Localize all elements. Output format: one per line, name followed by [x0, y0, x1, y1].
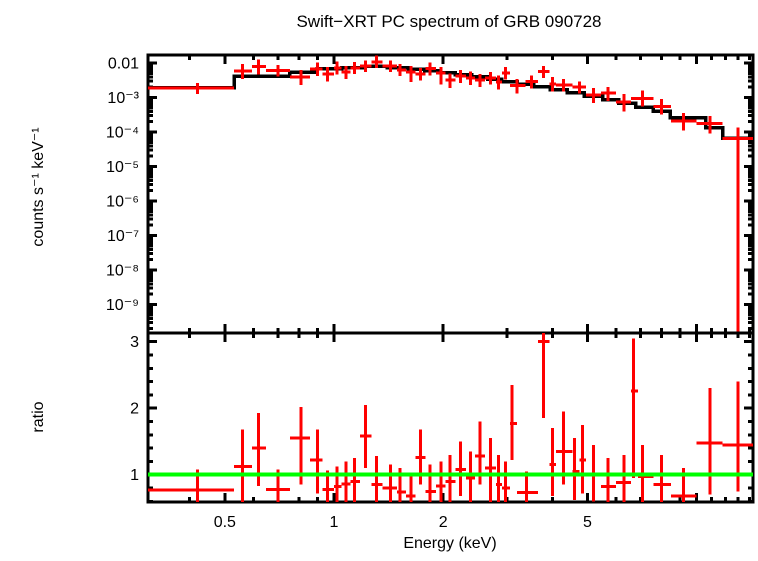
spectrum-data-point: [333, 61, 342, 75]
spectrum-data-point: [601, 87, 617, 101]
x-tick-label: 1: [330, 514, 339, 531]
panel-ratio-data: [148, 333, 753, 502]
ratio-data-point: [556, 411, 573, 485]
x-axis-label: Energy (keV): [403, 535, 496, 552]
spectrum-data-point: [148, 83, 235, 95]
ratio-data-point: [631, 338, 639, 479]
spectrum-data-point: [722, 127, 753, 333]
y-axis-label-ratio: ratio: [30, 401, 47, 432]
spectrum-data-point: [289, 70, 311, 86]
spectrum-data-point: [585, 87, 602, 103]
x-tick-label: 2: [439, 514, 448, 531]
spectrum-data-point: [525, 75, 538, 89]
y-tick-label: 1: [130, 467, 139, 484]
ratio-data-point: [455, 441, 466, 497]
ratio-data-point: [435, 461, 446, 502]
spectrum-data-point: [572, 81, 586, 94]
spectrum-data-point: [266, 64, 290, 77]
spectrum-data-point: [549, 77, 557, 92]
y-tick-label: 10⁻³: [107, 90, 139, 107]
spectrum-data-point: [234, 63, 252, 80]
spectrum-data-point: [631, 90, 654, 107]
spectrum-data-point: [371, 55, 383, 68]
y-tick-label: 0.01: [108, 56, 139, 73]
x-tick-label: 5: [583, 514, 592, 531]
spectrum-data-point: [653, 99, 672, 115]
spectrum-data-point: [671, 112, 697, 131]
ratio-data-point: [445, 454, 456, 502]
spectrum-data-point: [455, 69, 466, 84]
spectrum-data-point: [510, 78, 526, 94]
ratio-data-point: [234, 429, 252, 502]
spectrum-data-point: [502, 66, 511, 80]
ratio-data-point: [341, 461, 351, 502]
spectrum-data-point: [310, 62, 323, 77]
ratio-data-point: [579, 424, 586, 494]
y-tick-label: 2: [130, 401, 139, 418]
ratio-data-point: [322, 470, 334, 502]
x-tick-label: 0.5: [214, 514, 236, 531]
spectrum-data-point: [485, 71, 497, 85]
spectrum-data-point: [696, 116, 723, 134]
spectrum-data-point: [425, 62, 436, 76]
y-tick-label: 3: [130, 334, 139, 351]
spectrum-data-point: [616, 94, 632, 112]
y-tick-label: 10⁻⁴: [106, 125, 139, 142]
ratio-data-point: [350, 458, 361, 502]
ratio-data-point: [360, 404, 372, 469]
ratio-data-point: [616, 454, 632, 502]
ratio-data-point: [382, 464, 397, 502]
panel-spectrum-data: [148, 55, 753, 333]
ratio-data-point: [653, 454, 672, 502]
ratio-data-point: [406, 474, 416, 502]
y-tick-label: 10⁻⁵: [106, 159, 139, 176]
spectrum-data-point: [537, 65, 550, 78]
y-axis-label-counts: counts s⁻¹ keV⁻¹: [30, 127, 47, 246]
ratio-data-point: [425, 464, 436, 502]
spectrum-data-point: [445, 73, 456, 88]
spectrum-data-point: [465, 71, 476, 86]
panel-spectrum: [146, 53, 755, 335]
ratio-data-point: [549, 428, 557, 497]
ratio-data-point: [572, 438, 580, 501]
spectrum-data-point: [556, 79, 573, 92]
spectrum-data-point: [475, 74, 486, 88]
chart-title: Swift−XRT PC spectrum of GRB 090728: [296, 12, 601, 31]
ratio-data-point: [289, 406, 311, 485]
ratio-data-point: [465, 451, 476, 502]
ratio-data-point: [601, 458, 617, 502]
spectrum-data-point: [341, 65, 351, 79]
panel-border: [146, 53, 755, 335]
y-tick-label: 10⁻⁹: [106, 297, 139, 314]
spectrum-data-point: [251, 59, 267, 75]
spectrum-data-point: [382, 60, 397, 72]
spectrum-data-point: [415, 67, 426, 81]
spectrum-data-point: [396, 63, 407, 77]
spectrum-data-point: [360, 60, 372, 72]
ratio-data-point: [537, 333, 550, 419]
spectrum-data-point: [350, 62, 361, 75]
y-tick-label: 10⁻⁷: [107, 228, 139, 245]
y-tick-label: 10⁻⁶: [106, 194, 139, 211]
ratio-data-point: [496, 454, 503, 502]
y-tick-label: 10⁻⁸: [106, 263, 139, 280]
ratio-data-point: [371, 456, 383, 502]
ratio-data-point: [310, 429, 323, 494]
ratio-data-point: [510, 384, 518, 461]
plot-layers: 0.01 10⁻³ 10⁻⁴ 10⁻⁵ 10⁻⁶ 10⁻⁷ 10⁻⁸ 10⁻⁹ 1 2 3 0.5 1 2…: [106, 53, 755, 531]
spectrum-data-point: [322, 67, 334, 82]
spectrum-data-point: [496, 75, 503, 90]
spectrum-data-point: [406, 66, 416, 83]
ratio-data-point: [502, 461, 511, 502]
spectrum-data-point: [435, 66, 446, 85]
ratio-data-point: [696, 388, 723, 495]
ratio-data-point: [517, 471, 538, 502]
